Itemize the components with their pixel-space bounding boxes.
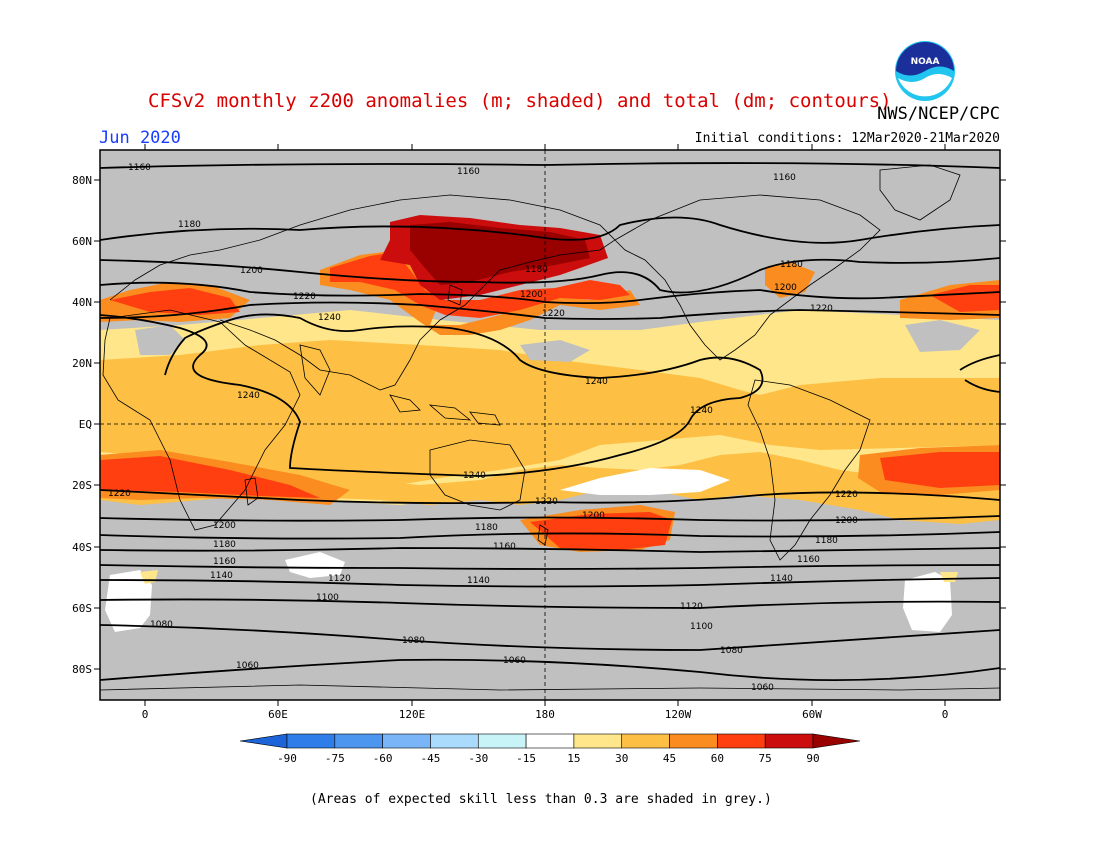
svg-text:1060: 1060	[503, 656, 526, 666]
anomaly-neutral	[560, 468, 730, 495]
svg-text:1220: 1220	[835, 490, 858, 500]
lat-label: 20N	[72, 357, 92, 370]
lat-label: 60S	[72, 602, 92, 615]
svg-text:1160: 1160	[213, 557, 236, 567]
footnote: (Areas of expected skill less than 0.3 a…	[310, 792, 772, 807]
map-title: CFSv2 monthly z200 anomalies (m; shaded)…	[148, 90, 892, 112]
svg-text:1240: 1240	[237, 391, 260, 401]
low-skill-shading	[520, 340, 590, 362]
longitude-axis: 0 60E 120E 180 120W 60W 0	[142, 144, 949, 721]
noaa-logo-icon: NOAA	[895, 41, 955, 101]
lon-label: 120E	[399, 708, 426, 721]
lat-label: 60N	[72, 235, 92, 248]
anomaly-map: 1160 1160 1160 1180 1180 1180 1200 1200 …	[72, 144, 1006, 721]
svg-text:1240: 1240	[585, 377, 608, 387]
anomaly-60-75	[100, 456, 320, 498]
lon-label: 180	[535, 708, 555, 721]
svg-text:1080: 1080	[720, 646, 743, 656]
svg-text:1200: 1200	[835, 516, 858, 526]
svg-text:1160: 1160	[493, 542, 516, 552]
contour-labels: 1160 1160 1160 1180 1180 1180 1200 1200 …	[108, 163, 858, 693]
map-frame	[99, 149, 1001, 701]
svg-text:1200: 1200	[774, 283, 797, 293]
lon-label: 0	[942, 708, 949, 721]
svg-text:1200: 1200	[520, 290, 543, 300]
lon-label: 120W	[665, 708, 692, 721]
anomaly-45-60	[765, 262, 815, 298]
anomaly-60-75	[880, 452, 1000, 488]
lat-label: 40S	[72, 541, 92, 554]
anomaly-neutral	[105, 570, 152, 632]
initial-conditions: Initial conditions: 12Mar2020-21Mar2020	[694, 131, 1000, 146]
anomaly-30-45	[100, 452, 1000, 524]
svg-text:1220: 1220	[542, 309, 565, 319]
svg-text:1200: 1200	[582, 511, 605, 521]
svg-text:1220: 1220	[535, 497, 558, 507]
anomaly-30-45	[100, 340, 1000, 488]
svg-text:1200: 1200	[213, 521, 236, 531]
svg-text:1180: 1180	[780, 260, 803, 270]
lon-label: 0	[142, 708, 149, 721]
svg-text:1240: 1240	[463, 471, 486, 481]
anomaly-neutral	[285, 552, 345, 578]
latitude-axis: 80N 60N 40N 20N EQ 20S 40S 60S 80S	[72, 174, 1006, 676]
low-skill-shading	[135, 325, 185, 355]
low-skill-shading	[905, 320, 980, 352]
forecast-month: Jun 2020	[99, 128, 181, 148]
lat-label: EQ	[79, 418, 92, 431]
svg-text:1140: 1140	[467, 576, 490, 586]
svg-text:1080: 1080	[150, 620, 173, 630]
svg-text:1240: 1240	[318, 313, 341, 323]
svg-text:1180: 1180	[178, 220, 201, 230]
svg-text:1180: 1180	[213, 540, 236, 550]
svg-text:1080: 1080	[402, 636, 425, 646]
svg-text:1220: 1220	[810, 304, 833, 314]
svg-text:1160: 1160	[773, 173, 796, 183]
svg-text:1160: 1160	[457, 167, 480, 177]
svg-text:1060: 1060	[236, 661, 259, 671]
anomaly-60-75	[930, 285, 1000, 312]
svg-text:1220: 1220	[293, 292, 316, 302]
lon-label: 60E	[268, 708, 288, 721]
svg-text:1120: 1120	[328, 574, 351, 584]
svg-text:1200: 1200	[240, 266, 263, 276]
svg-text:1100: 1100	[690, 622, 713, 632]
svg-text:1180: 1180	[815, 536, 838, 546]
svg-text:1140: 1140	[770, 574, 793, 584]
svg-text:1240: 1240	[690, 406, 713, 416]
anomaly-60-75	[530, 512, 672, 550]
lon-label: 60W	[802, 708, 822, 721]
svg-text:1120: 1120	[680, 602, 703, 612]
agency-label: NWS/NCEP/CPC	[877, 104, 1000, 124]
lat-label: 40N	[72, 296, 92, 309]
lat-label: 20S	[72, 479, 92, 492]
svg-text:1160: 1160	[797, 555, 820, 565]
lat-label: 80S	[72, 663, 92, 676]
svg-text:1180: 1180	[475, 523, 498, 533]
anomaly-60-75	[330, 252, 630, 318]
svg-text:1180: 1180	[525, 265, 548, 275]
svg-text:1140: 1140	[210, 571, 233, 581]
svg-text:1220: 1220	[108, 489, 131, 499]
svg-text:1060: 1060	[751, 683, 774, 693]
svg-text:1160: 1160	[128, 163, 151, 173]
anomaly-60-75	[110, 288, 240, 315]
height-contours	[100, 162, 1000, 681]
lat-label: 80N	[72, 174, 92, 187]
noaa-logo-text: NOAA	[911, 57, 940, 67]
svg-text:1100: 1100	[316, 593, 339, 603]
